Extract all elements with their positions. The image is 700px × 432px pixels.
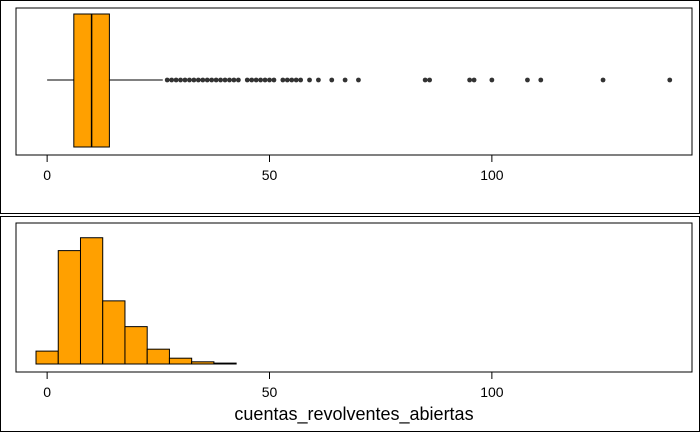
outlier-point: [289, 77, 295, 83]
histogram-bar: [168, 357, 193, 365]
histogram-bar: [79, 237, 104, 365]
outlier-point: [298, 77, 304, 83]
outlier-point: [231, 77, 237, 83]
outlier-point: [200, 77, 206, 83]
histogram-bar: [146, 348, 170, 365]
outlier-point: [284, 77, 290, 83]
boxplot-x-axis: 0 50 100: [43, 155, 504, 183]
outlier-point: [244, 77, 250, 83]
outlier-point: [307, 77, 312, 83]
x-tick-label: 50: [262, 384, 278, 400]
outlier-point: [267, 77, 272, 83]
outlier-point: [204, 77, 210, 83]
x-tick-label: 100: [480, 384, 504, 400]
boxplot-plot-frame: [15, 7, 693, 156]
x-tick-label: 0: [43, 167, 51, 183]
histogram-bar: [102, 300, 126, 365]
histogram-plot-frame: [15, 222, 693, 373]
x-tick-label: 50: [262, 167, 278, 183]
histogram-bar: [57, 250, 81, 365]
histogram-bar: [124, 326, 148, 365]
outlier-point: [329, 77, 335, 83]
outlier-point: [271, 77, 277, 83]
outlier-point: [169, 77, 175, 83]
outlier-point: [293, 77, 299, 83]
outlier-point: [342, 77, 348, 83]
boxplot: [47, 13, 673, 148]
outlier-point: [600, 77, 606, 83]
histogram: [35, 237, 237, 365]
outlier-point: [253, 77, 259, 83]
outlier-point: [538, 77, 544, 83]
histogram-bar: [191, 361, 215, 365]
outlier-point: [213, 77, 219, 83]
outlier-point: [218, 77, 223, 83]
histogram-panel: 0 50 100 cuentas_revolventes_abiertas: [15, 222, 693, 425]
outlier-point: [235, 77, 241, 83]
outlier-point: [316, 77, 321, 83]
outlier-point: [249, 77, 255, 83]
outlier-point: [422, 77, 428, 83]
outlier-point: [173, 77, 179, 83]
outlier-point: [667, 77, 673, 83]
outlier-point: [356, 77, 361, 83]
outlier-point: [467, 77, 473, 83]
outlier-point: [195, 77, 201, 83]
histogram-bar: [35, 350, 59, 365]
outlier-point: [187, 77, 192, 83]
outlier-point: [280, 77, 286, 83]
outlier-point: [262, 77, 268, 83]
x-tick-label: 0: [43, 384, 51, 400]
outlier-point: [178, 77, 183, 83]
outlier-point: [489, 77, 495, 83]
histogram-bar: [213, 362, 237, 365]
outlier-point: [258, 77, 264, 83]
outlier-point: [471, 77, 477, 83]
outlier-point: [222, 77, 228, 83]
x-tick-label: 100: [480, 167, 504, 183]
outlier-point: [191, 77, 197, 83]
outlier-point: [182, 77, 188, 83]
outlier-point: [227, 77, 232, 83]
outlier-point: [427, 77, 433, 83]
outlier-point: [209, 77, 215, 83]
histogram-x-axis: 0 50 100: [43, 372, 504, 400]
histogram-x-axis-title: cuentas_revolventes_abiertas: [234, 404, 473, 425]
outlier-point: [525, 77, 530, 83]
boxplot-panel: 0 50 100: [15, 7, 693, 183]
outlier-point: [164, 77, 170, 83]
